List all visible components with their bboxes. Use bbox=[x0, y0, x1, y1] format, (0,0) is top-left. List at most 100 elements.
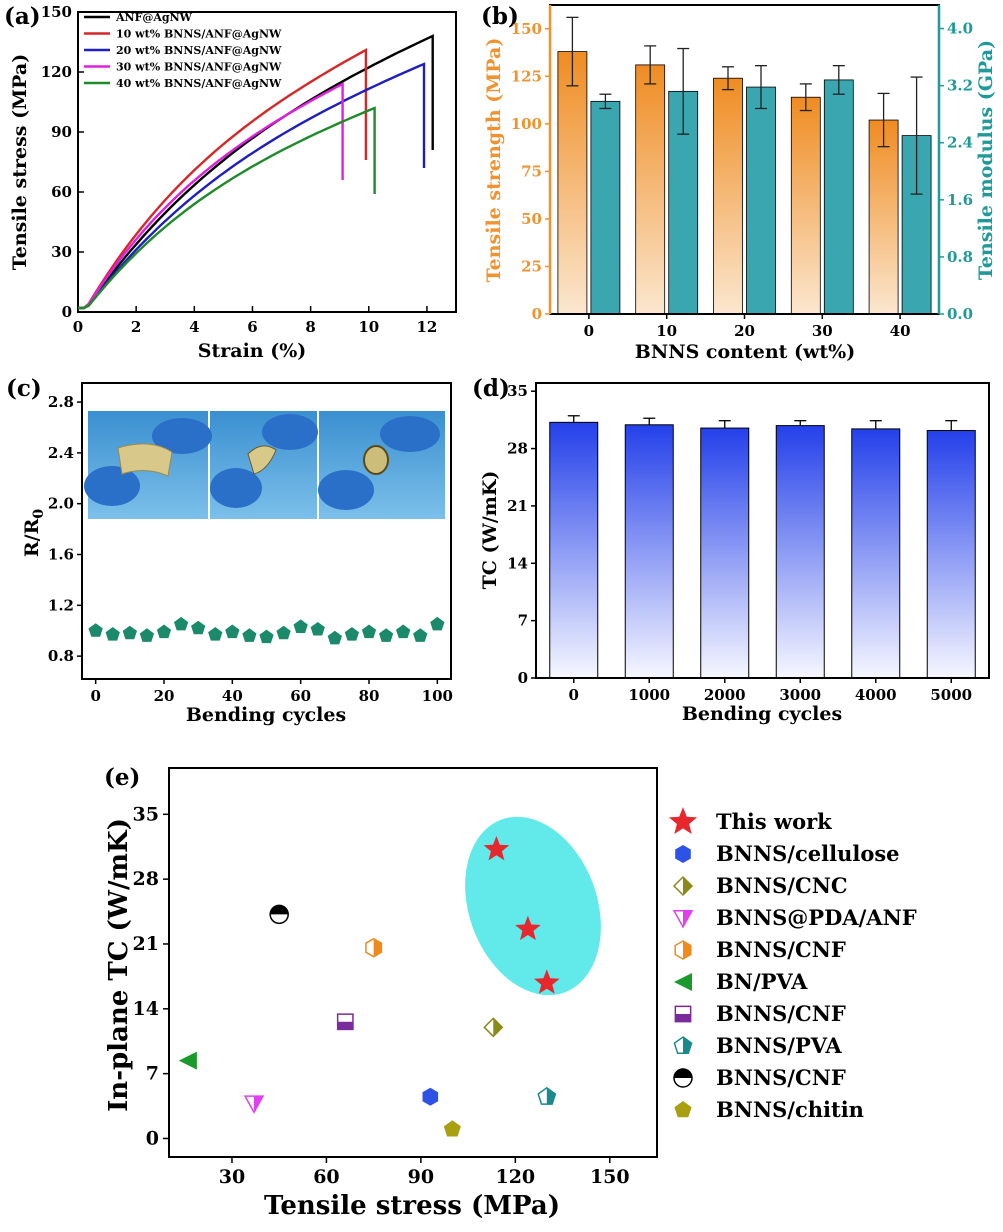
panel-e-frame bbox=[168, 767, 658, 1158]
x-tick-label: 40 bbox=[890, 322, 911, 340]
panel-a-legend: ANF@AgNW 10 wt% BNNS/ANF@AgNW 20 wt% BNNS/… bbox=[84, 11, 282, 90]
x-tick-label: 20 bbox=[154, 687, 175, 705]
y-tick-label: 120 bbox=[41, 63, 72, 81]
panel-e-ylabel: In-plane TC (W/mK) bbox=[104, 818, 134, 1112]
data-point bbox=[430, 616, 445, 631]
data-point bbox=[122, 625, 137, 640]
tc-bar bbox=[926, 430, 976, 679]
strength-bar bbox=[635, 64, 666, 315]
glove-finger bbox=[318, 470, 374, 510]
panel-a-frame bbox=[77, 11, 457, 313]
hexagon-marker bbox=[675, 845, 691, 863]
x-tick-label: 10 bbox=[656, 322, 677, 340]
square-half-marker-fill bbox=[675, 1014, 691, 1022]
glove-finger bbox=[210, 468, 262, 508]
photo-curved-film bbox=[210, 414, 318, 508]
x-tick-label: 1000 bbox=[628, 686, 670, 704]
x-tick-label: 8 bbox=[305, 318, 315, 336]
film-sample bbox=[117, 443, 173, 477]
stress-strain-curve bbox=[78, 82, 344, 310]
panel-d-frame bbox=[535, 382, 990, 679]
data-point bbox=[174, 616, 189, 631]
y2-tick-label: 2.4 bbox=[947, 134, 973, 152]
x-tick-label: 6 bbox=[247, 318, 257, 336]
bending-photos bbox=[84, 411, 445, 519]
y-tick-label: 14 bbox=[133, 998, 159, 1020]
film-sample bbox=[363, 445, 389, 475]
circle-half-marker-fill bbox=[674, 1069, 692, 1078]
y-tick-label: 125 bbox=[511, 67, 542, 85]
panel-label-c: (c) bbox=[6, 375, 42, 402]
tc-bar bbox=[775, 425, 825, 679]
y-tick-label: 7 bbox=[518, 612, 528, 630]
panel-a-series bbox=[78, 34, 434, 310]
y-tick-label: 1.6 bbox=[48, 546, 74, 564]
panel-label-d: (d) bbox=[472, 375, 510, 402]
y-tick-label: 50 bbox=[521, 210, 542, 228]
y-tick-label: 21 bbox=[507, 497, 528, 515]
y-tick-label: 35 bbox=[133, 803, 159, 825]
glove-finger bbox=[84, 466, 140, 506]
panel-c-ylabel: R/R0 bbox=[21, 509, 47, 558]
data-point bbox=[225, 624, 240, 639]
x-tick-label: 5000 bbox=[930, 686, 972, 704]
pentagon-half-marker-fill bbox=[683, 1037, 692, 1054]
y2-tick-label: 4.0 bbox=[947, 20, 973, 38]
panel-b-ticks: 0 10 20 30 40 0 25 50 75 100 125 150 0.0 0.8 1.6 2.4 3.2… bbox=[511, 5, 973, 340]
data-point bbox=[156, 624, 172, 639]
panel-label-b: (b) bbox=[481, 3, 519, 30]
diamond-half-marker-fill bbox=[683, 877, 692, 895]
y-tick-label: 2.0 bbox=[48, 495, 74, 513]
y-tick-label: 75 bbox=[521, 162, 542, 180]
glove-finger bbox=[262, 414, 318, 450]
legend-label: BNNS/CNF bbox=[716, 937, 846, 962]
x-tick-label: 0 bbox=[569, 686, 579, 704]
y-tick-label: 2.8 bbox=[48, 393, 74, 411]
glove-finger bbox=[380, 416, 440, 452]
data-point bbox=[139, 628, 154, 642]
panel-d-ylabel: TC (W/mK) bbox=[479, 471, 501, 590]
panel-label-e: (e) bbox=[104, 764, 140, 791]
pentagon-marker bbox=[443, 1120, 461, 1137]
photo-flat-film bbox=[84, 418, 212, 506]
data-point bbox=[259, 629, 274, 644]
y-tick-label: 14 bbox=[507, 554, 528, 572]
y-tick-label: 90 bbox=[51, 123, 72, 141]
pentagon-half-marker-fill bbox=[546, 1087, 556, 1105]
panel-b-ylabel: Tensile strength (MPa) bbox=[483, 38, 505, 283]
modulus-bar bbox=[590, 100, 621, 315]
panel-b-xlabel: BNNS content (wt%) bbox=[635, 341, 855, 363]
star-marker bbox=[534, 969, 560, 994]
panel-label-a: (a) bbox=[4, 3, 41, 30]
x-tick-label: 2000 bbox=[704, 686, 746, 704]
legend-label: BNNS/CNF bbox=[716, 1001, 846, 1026]
triangle-left-marker bbox=[178, 1051, 197, 1070]
x-tick-label: 4000 bbox=[855, 686, 897, 704]
y-tick-label: 150 bbox=[511, 20, 542, 38]
strength-bar bbox=[557, 51, 588, 315]
panel-e-xlabel: Tensile stress (MPa) bbox=[264, 1191, 560, 1221]
strength-bar bbox=[790, 96, 821, 315]
modulus-bar bbox=[823, 79, 854, 315]
legend-label: BNNS/chitin bbox=[716, 1097, 864, 1122]
data-point bbox=[344, 627, 359, 641]
x-tick-label: 12 bbox=[416, 318, 437, 336]
y-tick-label: 35 bbox=[507, 382, 528, 400]
tc-bar bbox=[700, 427, 750, 679]
x-tick-label: 2 bbox=[131, 318, 141, 336]
modulus-bar bbox=[746, 86, 776, 315]
diamond-half-marker-fill bbox=[493, 1018, 503, 1037]
data-point bbox=[242, 628, 257, 642]
panel-c-ylabel-main: R/R bbox=[21, 518, 43, 557]
data-point bbox=[293, 619, 308, 633]
panel-c-points bbox=[88, 616, 445, 645]
y-tick-label: 28 bbox=[507, 440, 528, 458]
panel-e-points bbox=[178, 836, 560, 1137]
panel-c-frame bbox=[81, 382, 452, 680]
x-tick-label: 150 bbox=[590, 1166, 630, 1188]
panel-b-strength-modulus: 0 10 20 30 40 0 25 50 75 100 125 150 0.0 0.8 1.6 2.4 3.2… bbox=[483, 4, 997, 363]
y2-tick-label: 0.0 bbox=[947, 305, 973, 323]
legend-label: 20 wt% BNNS/ANF@AgNW bbox=[116, 44, 282, 57]
x-tick-label: 80 bbox=[359, 687, 380, 705]
